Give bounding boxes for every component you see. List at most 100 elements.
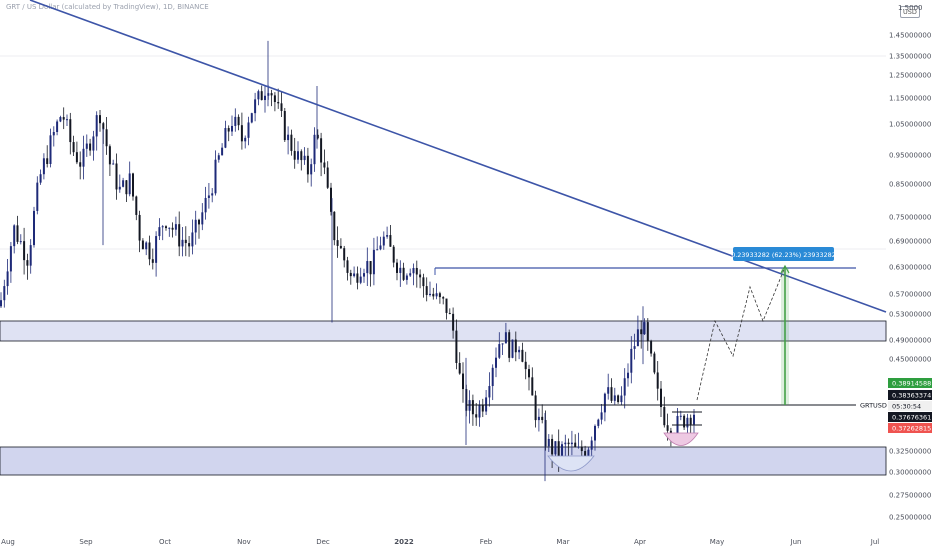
candle-body [376,249,379,251]
candle-body [128,173,131,195]
rounded-bottom-blue [547,455,595,472]
candle-body [105,129,108,147]
time-tick-label: Mar [556,538,569,546]
candle-body [26,260,29,266]
candle-body [369,261,372,275]
candle-body [33,210,35,246]
candle-body [432,293,435,297]
candle-body [108,146,111,165]
projection-path [696,266,786,401]
candle-body [79,162,82,167]
candle-body [379,245,382,250]
candle-body [610,387,613,401]
candle-body [663,407,666,426]
candle-body [372,249,375,275]
candle-body [89,143,92,151]
candle-body [155,236,158,263]
candle-body [557,441,560,458]
candle-body [250,113,253,123]
candle-body [623,378,626,396]
candle-body [46,158,49,164]
gridlines [0,55,886,250]
candle-body [415,267,418,275]
candle-body [52,132,55,136]
candle-body [23,241,26,261]
candle-body [82,148,85,167]
candle-body [310,164,313,175]
candle-body [36,182,39,211]
support-zone [0,446,887,476]
candle-body [392,246,395,263]
candle-body [330,187,332,212]
time-tick-label: Jul [870,538,880,546]
candle-body [125,180,128,195]
candle-body [247,122,250,138]
currency-button[interactable]: USD [900,6,920,18]
resistance-zone [0,320,887,342]
candle-body [132,173,134,197]
candle-body [135,196,138,215]
candle-body [234,116,237,126]
candle-body [85,143,88,149]
candle-body [227,128,230,132]
price-tick-label: 1.05000000 [889,121,931,129]
time-tick-label: Aug [1,538,15,546]
descending-trendline [29,0,887,313]
candle-body [455,330,458,363]
candle-body [240,125,243,142]
candle-body [313,134,316,165]
candle-body [650,341,653,354]
candle-body [412,267,415,274]
candle-body [95,115,98,137]
candle-body [399,267,402,273]
chart-title: GRT / US Dollar (calculated by TradingVi… [6,3,209,11]
candle-body [56,121,59,133]
candle-body [584,451,587,456]
candle-body [689,417,692,425]
rounded-bottom-pink [663,432,699,446]
price-tick-label: 0.49000000 [889,337,931,345]
candle-body [574,442,577,447]
candle-body [402,267,405,280]
candle-body [0,300,2,307]
candle-body [287,134,290,141]
candle-body [39,174,42,183]
candle-body [349,272,352,277]
candle-body [518,349,521,353]
candle-body [666,425,669,431]
price-tick-label: 0.32500000 [889,448,931,456]
candle-body [42,158,45,175]
candle-body [495,357,497,368]
price-tick-label: 0.30000000 [889,469,931,477]
drawings: 0.23933282 (62.23%) 23933282 [29,0,887,472]
candle-body [16,225,19,242]
candle-body [409,273,412,276]
support-resistance-zones [0,320,887,476]
candle-body [19,241,22,243]
candle-body [237,116,240,126]
time-tick-label: Sep [79,538,93,546]
candle-body [475,414,478,418]
candle-body [29,245,32,266]
candle-body [102,123,105,130]
candle-body [478,405,481,418]
candle-body [168,227,171,229]
candle-body [92,136,95,151]
candle-body [122,180,125,187]
candle-body [636,329,639,347]
candle-body [75,152,78,163]
candle-body [181,239,184,247]
candle-body [422,277,425,287]
candle-body [686,417,689,428]
price-tick-label: 1.15000000 [889,95,931,103]
candle-body [633,346,636,349]
candle-body [445,298,448,313]
price-tick-label: 0.85000000 [889,181,931,189]
candle-body [254,99,257,114]
price-tick-label: 0.25000000 [889,514,931,522]
candle-body [643,322,646,335]
candle-body [99,115,101,124]
candle-body [554,441,557,455]
candle-body [320,138,323,163]
